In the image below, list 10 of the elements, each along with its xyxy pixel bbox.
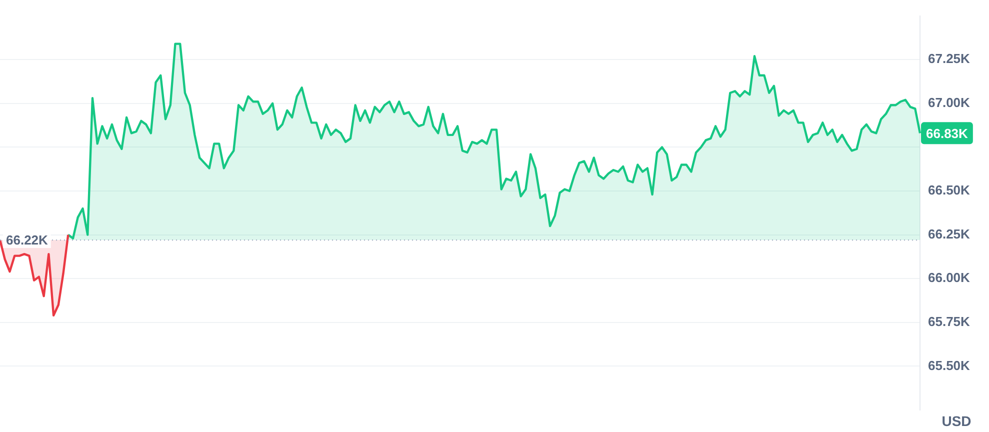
y-tick-label: 66.25K (928, 226, 971, 242)
y-tick-label: 65.75K (928, 314, 971, 329)
y-axis-title: USD (942, 412, 972, 429)
ref-line-label: 66.22K (6, 232, 49, 248)
y-tick-label: 65.50K (928, 358, 971, 373)
y-tick-label: 67.25K (928, 51, 971, 66)
y-tick-label: 67.00K (928, 94, 971, 110)
y-tick-label: 66.50K (928, 182, 971, 198)
y-tick-label: 66.00K (928, 270, 971, 286)
text: 66.83K (926, 126, 969, 141)
